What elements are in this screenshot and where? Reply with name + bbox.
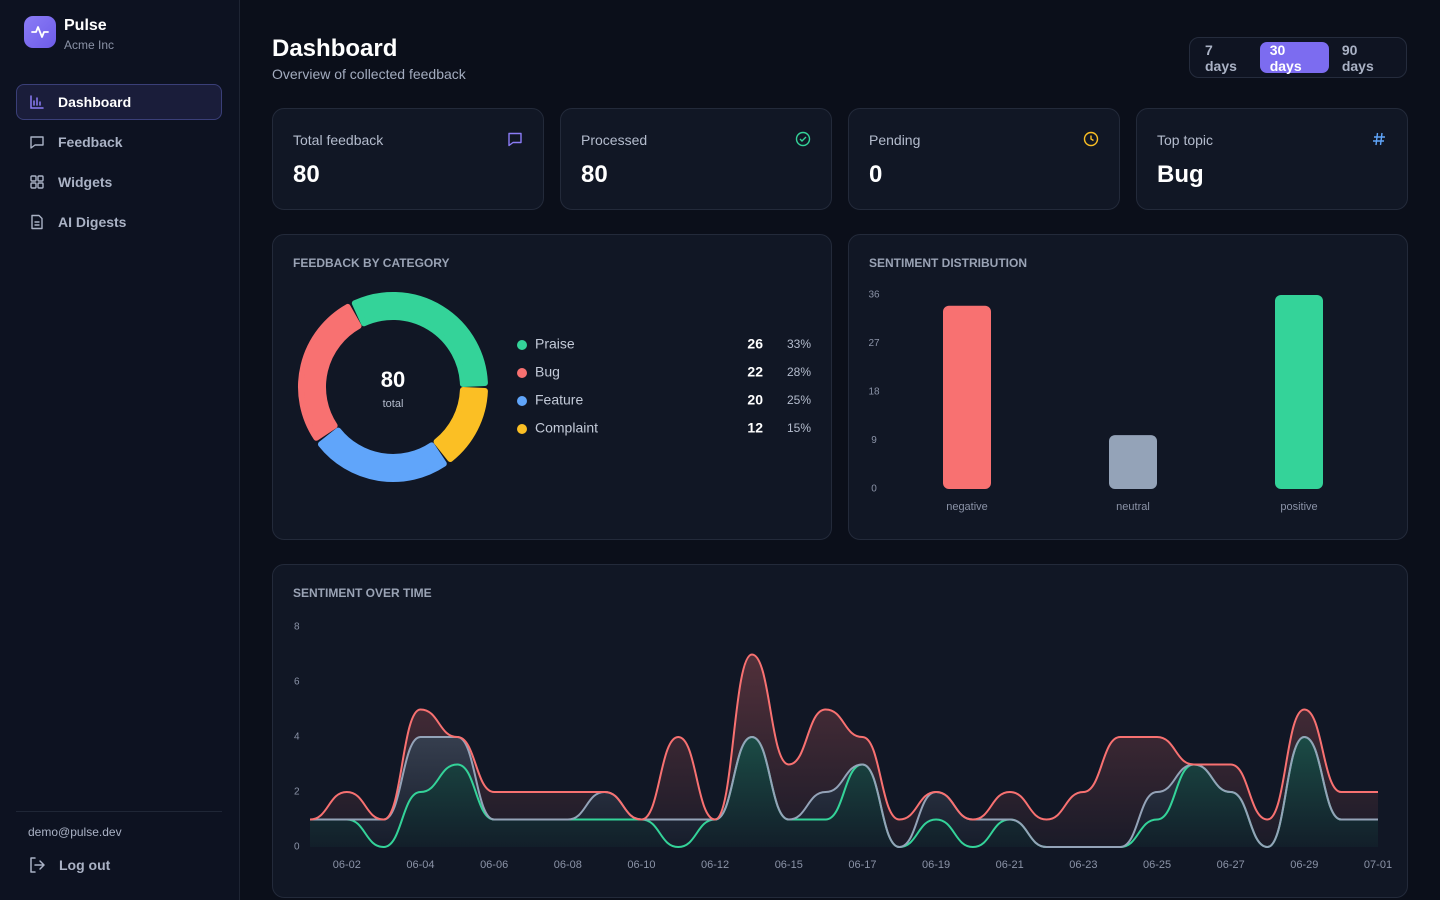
stat-label: Top topic	[1157, 132, 1214, 148]
chart-card	[272, 234, 832, 540]
stat-card: Total feedback 80	[272, 108, 544, 210]
nav-label: AI Digests	[58, 214, 127, 230]
brand: Pulse	[64, 17, 107, 34]
stat-value: 0	[869, 161, 883, 188]
stat-label: Total feedback	[293, 132, 384, 148]
user-email: demo@pulse.dev	[28, 825, 122, 839]
stat-card: Processed 80	[560, 108, 832, 210]
stat-label: Pending	[869, 132, 921, 148]
nav-item[interactable]: Feedback	[16, 124, 222, 160]
sidebar: Pulse Acme Inc Dashboard Feedback Widget…	[0, 0, 240, 900]
divider	[16, 811, 222, 812]
page-subtitle: Overview of collected feedback	[272, 66, 466, 82]
nav-label: Widgets	[58, 174, 113, 190]
chart-card	[272, 564, 1408, 898]
stat-value: 80	[581, 161, 608, 188]
range-picker: 7 days 30 days 90 days	[1189, 37, 1407, 78]
org: Acme Inc	[64, 38, 115, 52]
range-button[interactable]: 90 days	[1341, 41, 1374, 74]
range-button[interactable]: 30 days	[1259, 42, 1329, 74]
stat-label: Processed	[581, 132, 648, 148]
logo	[24, 16, 56, 48]
logout[interactable]: Log out	[28, 856, 110, 874]
logout-label: Log out	[59, 857, 111, 873]
nav-item[interactable]: AI Digests	[16, 204, 222, 240]
stat-value: 80	[293, 161, 320, 188]
stat-card: Top topic Bug	[1136, 108, 1408, 210]
range-button[interactable]: 7 days	[1205, 41, 1237, 74]
chart-card	[848, 234, 1408, 540]
stat-card: Pending 0	[848, 108, 1120, 210]
nav-item[interactable]: Dashboard	[16, 84, 222, 120]
nav-item[interactable]: Widgets	[16, 164, 222, 200]
nav-label: Feedback	[58, 134, 123, 150]
nav-label: Dashboard	[58, 94, 132, 110]
stat-value: Bug	[1157, 161, 1204, 188]
page-title: Dashboard	[272, 35, 398, 62]
